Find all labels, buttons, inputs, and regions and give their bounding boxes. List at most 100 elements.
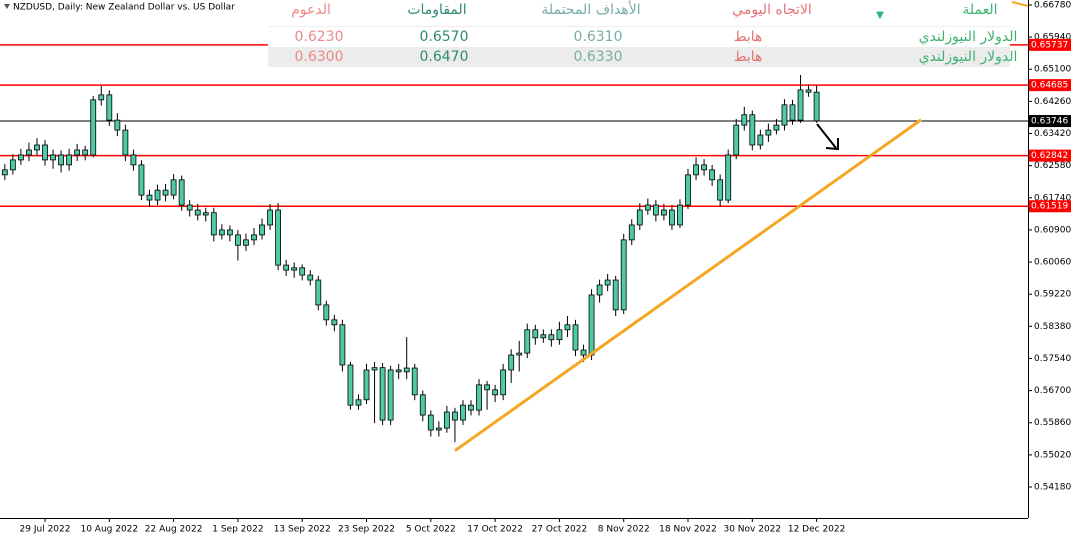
candle-body	[540, 334, 547, 339]
y-tick-label: 0.60900	[1034, 225, 1071, 235]
candle-body	[443, 411, 450, 429]
candle-body	[379, 367, 386, 421]
y-tick-label: 0.62580	[1034, 161, 1071, 171]
cell: 0.6230	[294, 29, 344, 45]
cell: 0.6300	[294, 49, 344, 65]
y-tick-label: 0.55860	[1034, 418, 1071, 428]
cell: 0.6470	[419, 49, 469, 65]
arrow	[816, 123, 839, 151]
cell: 0.6330	[573, 49, 623, 65]
candle-body	[114, 119, 121, 131]
candle-body	[765, 129, 772, 136]
candle-body	[580, 349, 587, 356]
cell: هابط	[733, 29, 763, 45]
candle-body	[186, 204, 193, 211]
line-fragment	[1011, 1, 1029, 7]
candle-body	[243, 239, 249, 246]
x-tick-label: 5 Oct 2022	[406, 525, 456, 535]
cell: الدولار النيوزلندي	[918, 29, 1018, 45]
candle-body	[596, 284, 603, 296]
x-tick-label: 1 Sep 2022	[212, 525, 263, 535]
price-tag-label: 0.65737	[1031, 40, 1068, 50]
candle-body	[411, 367, 418, 396]
table-row: الدولار النيوزلندي هابط 0.6330 0.6470 0.…	[268, 47, 1017, 67]
candle-body	[460, 404, 466, 421]
header-cell: العملة	[962, 2, 998, 18]
candle-body	[371, 367, 378, 371]
candle-body	[548, 334, 555, 341]
candle-body	[797, 89, 804, 121]
candle-body	[604, 279, 611, 286]
y-tick-label: 0.65100	[1034, 65, 1071, 75]
x-tick-label: 18 Nov 2022	[659, 525, 717, 535]
table-header: العملة ▼ الاتجاه اليومي الأهداف المحتملة…	[268, 0, 1010, 26]
trendline	[454, 118, 922, 452]
candle-body	[564, 324, 571, 331]
header-cell: الاتجاه اليومي	[732, 2, 812, 18]
cell: الدولار النيوزلندي	[918, 49, 1018, 65]
candle-body	[733, 124, 740, 156]
candle-body	[259, 224, 265, 236]
candle-body	[741, 114, 748, 126]
x-tick-label: 13 Sep 2022	[274, 525, 331, 535]
candle-body	[572, 324, 579, 351]
candle-body	[403, 367, 410, 373]
candle-body	[516, 352, 523, 356]
candle-body	[508, 354, 515, 371]
y-tick-label: 0.58380	[1034, 322, 1071, 332]
candle-body	[42, 144, 48, 161]
y-tick-label: 0.65940	[1034, 33, 1071, 43]
x-tick-label: 12 Dec 2022	[788, 525, 846, 535]
candle-body	[122, 129, 129, 156]
header-cell: الأهداف المحتملة	[541, 2, 641, 18]
plot-area	[0, 0, 1028, 518]
y-tick-label: 0.57540	[1034, 354, 1071, 364]
candle-body	[283, 264, 290, 271]
candle-body	[693, 164, 699, 176]
chart-title: NZDUSD, Daily: New Zealand Dollar vs. US…	[13, 3, 235, 13]
candle-body	[355, 399, 362, 406]
price-tag-label: 0.62842	[1031, 151, 1068, 161]
price-tag-label: 0.61519	[1031, 202, 1068, 212]
candle-body	[387, 369, 394, 421]
y-tick-label: 0.54180	[1034, 483, 1071, 493]
candle-body	[492, 389, 499, 396]
price-tag-label: 0.63746	[1031, 117, 1068, 127]
candle-body	[34, 144, 40, 151]
y-tick-label: 0.56700	[1034, 386, 1071, 396]
candle-body	[146, 194, 153, 201]
candle-body	[620, 239, 627, 311]
candle-body	[178, 179, 185, 206]
candle-body	[588, 294, 595, 356]
candle-body	[154, 189, 161, 201]
candle-body	[363, 369, 370, 401]
price-tag	[1029, 200, 1071, 213]
icon	[4, 4, 10, 9]
candle-body	[130, 154, 137, 166]
candle-body	[17, 154, 24, 161]
candle-body	[476, 384, 482, 411]
candle-body	[701, 164, 707, 171]
x-tick-label: 23 Sep 2022	[338, 525, 395, 535]
candle-body	[138, 164, 145, 196]
candle-body	[267, 209, 273, 226]
cell: 0.6570	[419, 29, 469, 45]
x-tick-label: 17 Oct 2022	[467, 525, 523, 535]
candle-body	[170, 179, 177, 196]
candle-body	[395, 369, 402, 373]
candle-body	[773, 124, 780, 131]
candle-body	[275, 209, 281, 266]
candle-body	[331, 319, 338, 326]
candle-body	[805, 89, 812, 93]
cell: 0.6310	[573, 29, 623, 45]
candle-body	[419, 394, 426, 416]
candle-body	[9, 159, 16, 171]
candle-body	[347, 364, 354, 406]
candle-body	[789, 104, 796, 121]
y-tick-label: 0.55020	[1034, 450, 1071, 460]
candle-body	[291, 267, 298, 271]
candle-body	[556, 329, 563, 341]
candle-body	[218, 229, 225, 236]
